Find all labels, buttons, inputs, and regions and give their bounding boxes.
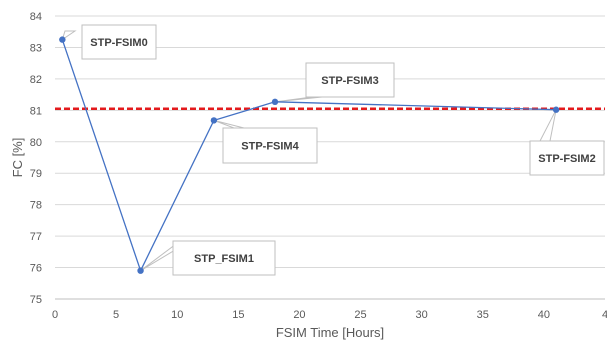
y-tick-label: 78 xyxy=(30,200,42,212)
y-tick-label: 76 xyxy=(30,263,42,275)
x-tick-label: 4 xyxy=(602,309,607,321)
y-tick-label: 82 xyxy=(30,74,42,86)
x-tick-label: 10 xyxy=(171,309,183,321)
data-point xyxy=(210,117,218,124)
data-label: STP-FSIM0 xyxy=(90,37,147,49)
y-axis-title: FC [%] xyxy=(10,138,25,178)
callout-box xyxy=(529,140,605,176)
x-tick-label: 15 xyxy=(232,309,244,321)
y-tick-label: 83 xyxy=(30,42,42,54)
data-label: STP-FSIM2 xyxy=(538,153,595,165)
data-point xyxy=(552,106,560,113)
callout-box xyxy=(172,240,276,276)
series-group xyxy=(59,36,560,274)
x-tick-label: 40 xyxy=(538,309,550,321)
x-axis-title: FSIM Time [Hours] xyxy=(276,325,384,340)
y-tick-labels: 75 76 77 78 79 80 81 82 83 84 xyxy=(30,11,42,306)
y-tick-label: 81 xyxy=(30,105,42,117)
callout-leader xyxy=(274,96,323,103)
y-tick-label: 84 xyxy=(30,11,42,23)
callout-box xyxy=(305,62,395,98)
data-label: STP-FSIM3 xyxy=(321,75,378,87)
y-tick-label: 75 xyxy=(30,294,42,306)
y-tick-label: 77 xyxy=(30,231,42,243)
data-point xyxy=(59,36,66,43)
x-tick-label: 5 xyxy=(113,309,119,321)
x-tick-label: 25 xyxy=(354,309,366,321)
callout-box xyxy=(81,24,157,60)
callout-box xyxy=(222,127,318,164)
callout-leader xyxy=(61,30,77,41)
callout-leader xyxy=(213,119,245,129)
x-tick-label: 20 xyxy=(293,309,305,321)
data-point xyxy=(271,98,279,106)
y-tick-label: 80 xyxy=(30,137,42,149)
data-label: STP_FSIM1 xyxy=(194,253,254,265)
x-tick-labels: 0 5 10 15 20 25 30 35 40 4 xyxy=(52,309,607,321)
data-label: STP-FSIM4 xyxy=(241,141,299,153)
x-tick-label: 30 xyxy=(416,309,428,321)
data-point xyxy=(137,267,144,274)
callout-leader xyxy=(539,109,557,142)
callouts: STP-FSIM0 STP_FSIM1 STP-FSIM4 STP-FSIM3 STP-… xyxy=(81,24,605,276)
x-tick-label: 0 xyxy=(52,309,58,321)
x-tick-label: 35 xyxy=(477,309,489,321)
y-tick-label: 79 xyxy=(30,168,42,180)
